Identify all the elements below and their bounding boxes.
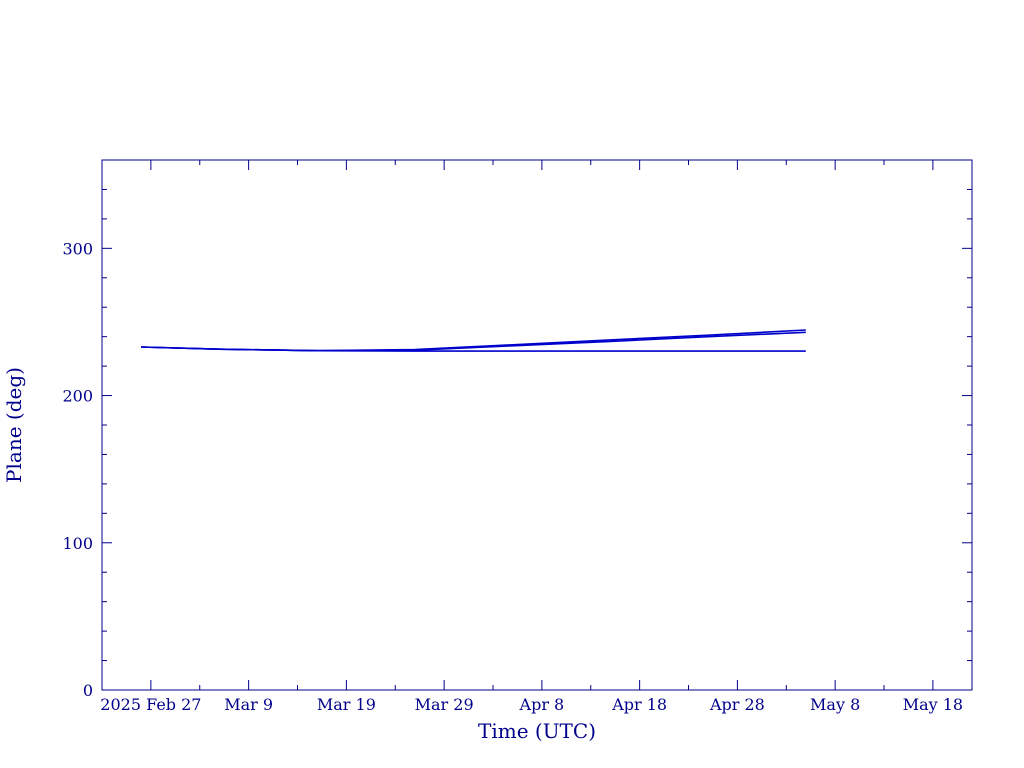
y-axis-title: Plane (deg) [2,367,26,483]
x-tick-label: Apr 28 [709,695,765,714]
series-lines [141,329,806,352]
series-line-3 [141,346,806,352]
y-tick-label: 300 [62,239,93,258]
tick-labels: 2025 Feb 27 Mar 9 Mar 19 Mar 29 Apr 8 Apr 18 A… [62,239,963,714]
x-tick-label: Mar 29 [415,695,474,714]
plot-frame [101,159,973,691]
y-tick-label: 0 [83,681,93,700]
y-tick-label: 100 [62,534,93,553]
x-tick-label: Mar 9 [224,695,273,714]
x-axis-title: Time (UTC) [478,719,596,743]
x-tick-label: Apr 8 [519,695,565,714]
axis-ticks [102,160,972,690]
y-tick-label: 200 [62,387,93,406]
x-tick-label: 2025 Feb 27 [100,695,201,714]
x-tick-label: Apr 18 [611,695,667,714]
x-tick-label: Mar 19 [317,695,376,714]
x-tick-label: May 8 [810,695,860,714]
x-tick-label: May 18 [903,695,963,714]
